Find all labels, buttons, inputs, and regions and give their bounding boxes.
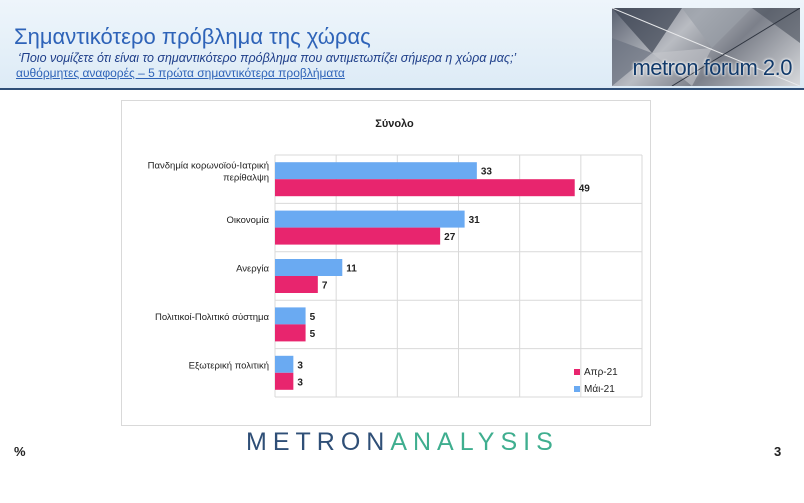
logo-graphic	[612, 8, 800, 86]
data-label: 3	[297, 360, 303, 371]
bar-apr	[275, 324, 306, 342]
page-title: Σημαντικότερο πρόβλημα της χώρας	[14, 24, 371, 49]
data-label: 7	[322, 281, 328, 292]
bar-may	[275, 162, 477, 180]
bar-may	[275, 259, 343, 276]
data-label: 5	[310, 312, 316, 323]
header-divider	[0, 88, 804, 90]
metron-forum-logo: metron forum 2.0	[612, 8, 800, 86]
data-label: 31	[469, 215, 481, 226]
chart-panel: Σύνολο 33 49 Πανδημία κορωνοϊού-Ιατρική περί…	[121, 100, 651, 426]
responses-note: αυθόρμητες αναφορές – 5 πρώτα σημαντικότ…	[16, 66, 345, 80]
data-label: 27	[444, 232, 456, 243]
chart-title: Σύνολο	[375, 118, 414, 130]
category-label: Ανεργία	[236, 264, 269, 275]
category-label: Πανδημία κορωνοϊού-Ιατρική	[148, 161, 269, 172]
bar-may	[275, 210, 465, 228]
bar-apr	[275, 276, 318, 293]
category-label: Πολιτικοί-Πολιτικό σύστημα	[155, 312, 270, 323]
legend-label: Απρ-21	[584, 367, 618, 378]
data-label: 49	[579, 184, 591, 195]
question-subtitle: ‘Ποιο νομίζετε ότι είναι το σημαντικότερ…	[18, 51, 517, 65]
brand-metron: METRON	[246, 428, 391, 456]
percent-label: %	[14, 444, 26, 459]
brand-analysis: ANALYSIS	[390, 428, 559, 456]
category-label: Οικονομία	[226, 215, 269, 226]
bar-apr	[275, 227, 441, 245]
logo-text: metron forum 2.0	[632, 55, 792, 80]
data-label: 3	[297, 377, 303, 388]
legend-swatch	[574, 369, 580, 375]
category-label: Εξωτερική πολιτική	[189, 360, 269, 371]
category-label: περίθαλψη	[223, 173, 269, 184]
bar-may	[275, 355, 294, 373]
legend-swatch	[574, 386, 580, 392]
legend-label: Μάι-21	[584, 383, 615, 395]
data-label: 5	[310, 329, 316, 340]
bar-apr	[275, 179, 575, 197]
data-label: 11	[346, 264, 357, 275]
bar-may	[275, 307, 306, 325]
metron-analysis-brand: METRONANALYSIS	[246, 428, 559, 457]
bar-apr	[275, 372, 294, 390]
page-number: 3	[774, 444, 782, 459]
data-label: 33	[481, 167, 493, 178]
